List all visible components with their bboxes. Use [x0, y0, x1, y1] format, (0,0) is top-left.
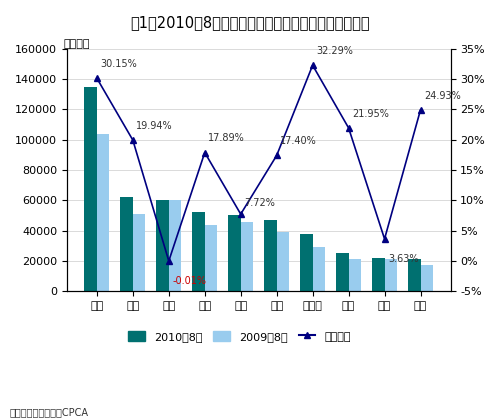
同比增长	[274, 153, 280, 158]
同比增长	[418, 107, 424, 112]
Bar	[120, 197, 133, 291]
Legend: 2010年8月, 2009年8月, 同比增长: 2010年8月, 2009年8月, 同比增长	[124, 326, 355, 346]
Bar	[133, 214, 145, 291]
同比增长	[238, 212, 244, 217]
Bar	[240, 222, 254, 291]
Bar	[204, 225, 218, 291]
Bar	[348, 259, 361, 291]
同比增长	[382, 236, 388, 241]
Bar	[84, 87, 97, 291]
Text: 来源：盖世汽车网，CPCA: 来源：盖世汽车网，CPCA	[10, 407, 89, 417]
Bar	[264, 220, 276, 291]
Text: 单位：辆: 单位：辆	[63, 39, 90, 49]
Bar	[384, 259, 397, 291]
同比增长	[202, 150, 207, 155]
Bar	[276, 232, 289, 291]
同比增长	[130, 137, 136, 142]
Bar	[336, 253, 348, 291]
Text: 17.89%: 17.89%	[208, 133, 245, 143]
Bar	[300, 234, 312, 291]
Line: 同比增长: 同比增长	[94, 62, 424, 264]
Text: 图1：2010年8月国产外资汽车品牌狭义乘用车销量前十: 图1：2010年8月国产外资汽车品牌狭义乘用车销量前十	[130, 15, 370, 30]
同比增长	[310, 63, 316, 68]
Bar	[169, 200, 181, 291]
同比增长	[94, 76, 100, 81]
Bar	[420, 266, 433, 291]
Bar	[312, 247, 325, 291]
Text: -0.01%: -0.01%	[172, 276, 206, 286]
Text: 17.40%: 17.40%	[280, 137, 317, 146]
Text: 19.94%: 19.94%	[136, 121, 173, 131]
Bar	[228, 215, 240, 291]
Text: 30.15%: 30.15%	[100, 59, 137, 69]
Text: 3.63%: 3.63%	[388, 254, 418, 264]
Bar	[192, 212, 204, 291]
Bar	[408, 259, 420, 291]
Bar	[156, 200, 169, 291]
Text: 21.95%: 21.95%	[352, 109, 389, 119]
同比增长	[166, 259, 172, 264]
Text: 7.72%: 7.72%	[244, 198, 275, 208]
同比增长	[346, 125, 352, 130]
Bar	[97, 134, 110, 291]
Text: 24.93%: 24.93%	[424, 91, 461, 101]
Bar	[372, 258, 384, 291]
Text: 32.29%: 32.29%	[316, 46, 353, 56]
